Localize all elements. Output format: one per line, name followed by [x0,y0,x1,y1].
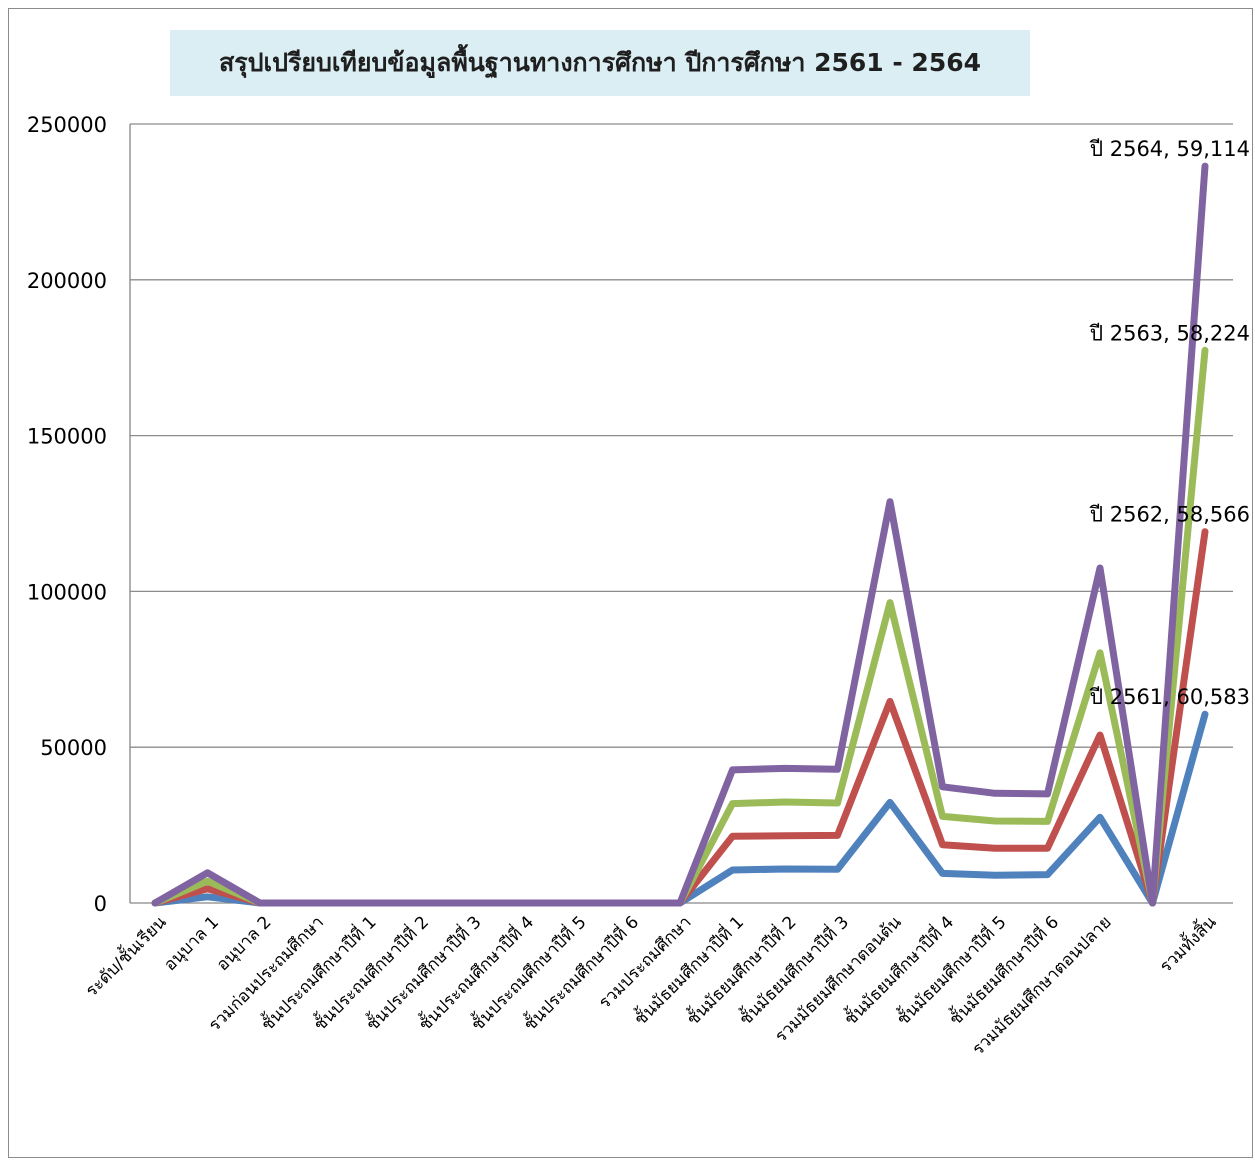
series-lines [151,162,1209,907]
y-tick-label: 50000 [40,736,107,760]
chart-frame [8,8,1253,1158]
series-line-1 [151,710,1209,907]
series-line-2 [151,528,1209,907]
series-line-3 [151,346,1209,907]
x-tick-label: รวมประถมศึกษา [595,912,696,1013]
data-label: ปี 2561, 60,583 [1089,685,1250,709]
data-labels: ปี 2561, 60,583 ปี 2562, 58,566 ปี 2563, 5… [1089,137,1250,709]
y-axis-ticks: 0 50000 100000 150000 200000 250000 [27,113,107,916]
y-tick-label: 150000 [27,425,107,449]
y-tick-label: 0 [94,892,107,916]
gridlines [129,123,1233,904]
data-label: ปี 2564, 59,114 [1089,137,1250,161]
chart-title-box: สรุปเปรียบเทียบข้อมูลพื้นฐานทางการศึกษา … [170,30,1030,96]
data-label: ปี 2562, 58,566 [1089,503,1250,527]
data-label: ปี 2563, 58,224 [1089,321,1250,345]
chart-title: สรุปเปรียบเทียบข้อมูลพื้นฐานทางการศึกษา … [218,48,982,77]
x-tick-label: อนุบาล 1 [160,912,223,975]
series-line-4 [151,162,1209,907]
x-tick-label: รวมทั้งสิ้น [1154,910,1221,977]
x-tick-label: ระดับ/ชั้นเรียน [80,910,171,1001]
y-tick-label: 200000 [27,269,107,293]
y-tick-label: 100000 [27,580,107,604]
y-tick-label: 250000 [27,113,107,137]
